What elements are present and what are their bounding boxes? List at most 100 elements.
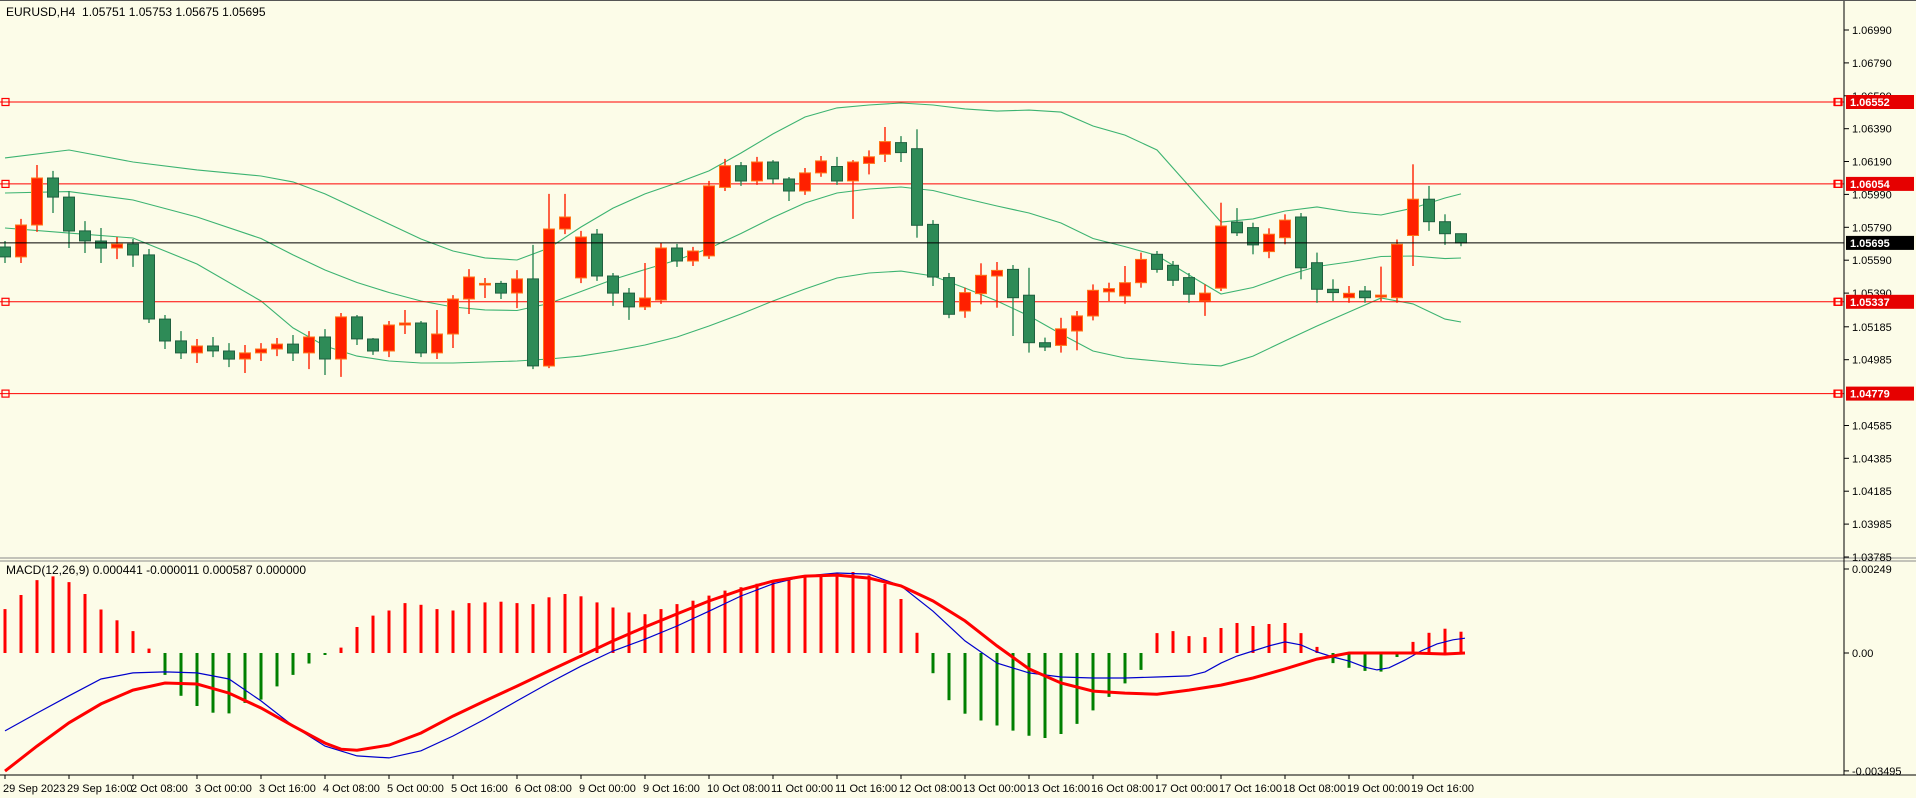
candle-body-bear: [127, 243, 139, 256]
price-tag: [1846, 294, 1914, 309]
axis-label: 18 Oct 08:00: [1283, 783, 1346, 795]
axis-label: 10 Oct 08:00: [707, 783, 770, 795]
axis-label: 1.04779: [1850, 389, 1890, 401]
candle-body-bull: [879, 141, 891, 155]
axis-label: 1.06054: [1850, 179, 1891, 191]
candle-body-bear: [591, 233, 603, 277]
axis-label: 3 Oct 00:00: [195, 783, 252, 795]
candle-body-bear: [63, 196, 75, 232]
axis-label: 17 Oct 16:00: [1219, 783, 1282, 795]
candle-body-bull: [1055, 328, 1067, 346]
bb-middle: [4, 186, 1462, 312]
axis-label: 9 Oct 16:00: [643, 783, 700, 795]
candle-body-bear: [927, 223, 939, 278]
line-anchor-marker: [1834, 179, 1843, 188]
candle-body-bull: [15, 224, 27, 258]
candle-body-bull: [1407, 198, 1419, 236]
candle-body-bear: [1247, 227, 1259, 246]
bb-lower: [4, 227, 1462, 367]
candle-body-bull: [463, 276, 475, 300]
candle-body-bull: [575, 236, 587, 279]
candle-body-bull: [975, 274, 987, 295]
candle-body-bull: [1215, 225, 1227, 289]
candle-body-bull: [655, 247, 667, 301]
axis-label: -0.003495: [1852, 766, 1902, 778]
line-anchor-marker: [1, 297, 10, 306]
candle-body-bull: [703, 185, 715, 257]
axis-label: 5 Oct 00:00: [387, 783, 444, 795]
candle-body-bear: [47, 177, 59, 198]
candle-body-bear: [767, 161, 779, 180]
candles: [0, 127, 1467, 377]
line-anchor-marker: [1834, 97, 1843, 107]
axis-label: 1.03785: [1852, 552, 1892, 564]
candle-body-bear: [319, 336, 331, 360]
symbol-header: EURUSD,H4 1.05751 1.05753 1.05675 1.0569…: [6, 5, 266, 19]
candle-body-bull: [399, 322, 411, 326]
axis-label: 1.05790: [1852, 222, 1892, 234]
axis-label: 5 Oct 16:00: [451, 783, 508, 795]
candle-body-bear: [495, 282, 507, 294]
axis-label: 1.04585: [1852, 421, 1892, 433]
candle-body-bull: [1103, 288, 1115, 293]
candle-body-bear: [0, 246, 11, 258]
candle-body-bull: [991, 269, 1003, 277]
candle-body-bull: [847, 161, 859, 182]
candle-body-bear: [831, 166, 843, 182]
macd-signal-line: [4, 573, 1466, 773]
candle-body-bull: [479, 282, 491, 286]
candle-body-bear: [671, 247, 683, 262]
price-tag: [1846, 95, 1914, 109]
axis-label: 1.05695: [1850, 238, 1890, 250]
line-anchor-marker: [1834, 297, 1843, 306]
candle-body-bull: [1199, 292, 1211, 302]
candle-body-bear: [1151, 253, 1163, 270]
candle-body-bear: [1039, 342, 1051, 348]
candle-body-bear: [1311, 262, 1323, 290]
candle-body-bear: [1327, 288, 1339, 294]
candle-body-bear: [415, 322, 427, 354]
candle-body-bull: [543, 228, 555, 367]
candle-body-bear: [623, 292, 635, 308]
candle-body-bear: [79, 230, 91, 242]
candle-body-bull: [303, 336, 315, 354]
candle-body-bull: [1343, 292, 1355, 299]
candle-body-bear: [1455, 233, 1467, 244]
axis-label: 1.05590: [1852, 255, 1892, 267]
candle-body-bull: [1135, 258, 1147, 284]
candle-body-bull: [559, 216, 571, 230]
price-tag: [1846, 386, 1914, 401]
axis-label: 19 Oct 00:00: [1347, 783, 1410, 795]
bid-price-tag: [1846, 235, 1914, 250]
candle-body-bull: [1279, 219, 1291, 239]
axis-label: 11 Oct 16:00: [835, 783, 897, 795]
axis-label: 16 Oct 08:00: [1091, 783, 1154, 795]
candle-body-bear: [735, 165, 747, 182]
axis-label: 1.04385: [1852, 453, 1892, 465]
candle-body-bear: [159, 318, 171, 342]
candle-body-bear: [351, 316, 363, 340]
axis-label: 4 Oct 08:00: [323, 783, 380, 795]
macd-fast-line: [4, 572, 1466, 759]
price-tag: [1846, 176, 1914, 191]
candle-body-bull: [863, 156, 875, 164]
axis-label: 1.06190: [1852, 157, 1892, 169]
candle-body-bull: [751, 161, 763, 182]
axis-label: 12 Oct 08:00: [899, 783, 962, 795]
candle-body-bear: [527, 278, 539, 367]
axis-label: 2 Oct 08:00: [131, 783, 188, 795]
candle-body-bull: [431, 333, 443, 354]
candle-body-bear: [607, 275, 619, 294]
line-anchor-marker: [1, 97, 10, 107]
candle-body-bear: [1439, 221, 1451, 235]
candle-body-bull: [335, 316, 347, 360]
candle-body-bear: [783, 178, 795, 192]
axis-label: 11 Oct 00:00: [771, 783, 833, 795]
axis-label: 29 Sep 16:00: [67, 783, 132, 795]
axis-label: 1.06790: [1852, 58, 1892, 70]
candle-body-bear: [1423, 198, 1435, 223]
horizontal-levels[interactable]: [0, 97, 1844, 398]
axis-label: 6 Oct 08:00: [515, 783, 572, 795]
